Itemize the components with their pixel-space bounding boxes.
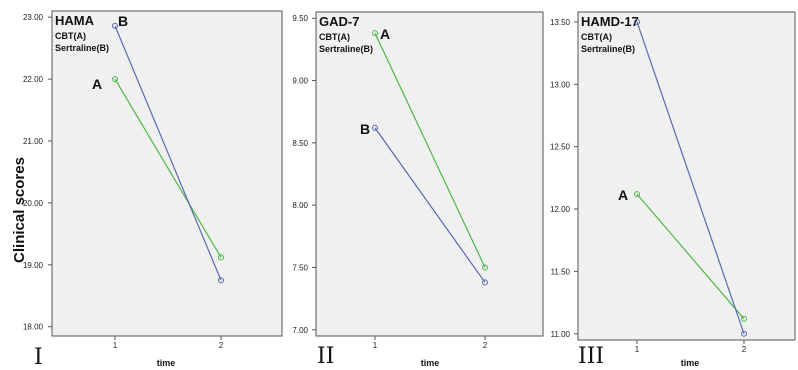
legend-entry: CBT(A) — [55, 31, 86, 41]
legend-entry: Sertraline(B) — [581, 44, 635, 54]
series-line-B — [636, 21, 745, 334]
x-tick-label: 2 — [742, 345, 747, 354]
series-line-A — [636, 193, 745, 320]
x-tick-label: 2 — [483, 341, 488, 350]
y-tick-label: 19.00 — [23, 261, 44, 270]
y-tick-label: 23.00 — [23, 13, 44, 22]
series-line-B — [374, 127, 486, 283]
data-point-A — [634, 191, 640, 198]
y-tick-label: 7.00 — [292, 326, 308, 335]
y-tick-label: 12.00 — [550, 205, 571, 214]
data-point-B — [634, 18, 640, 25]
data-point-B — [112, 22, 118, 29]
chart-panel-1: 18.00 19.00 20.00 21.00 22.00 23.00 1 2 HAMA CBT(… — [23, 10, 283, 370]
x-tick-label: 1 — [113, 341, 118, 350]
data-point-B — [482, 279, 488, 286]
panel-title: GAD-7 — [319, 14, 359, 29]
legend-entry: CBT(A) — [581, 32, 612, 42]
panel-roman-label: III — [578, 344, 604, 369]
y-tick-label: 13.50 — [550, 18, 571, 27]
series-label-A: A — [92, 76, 102, 92]
series-line-A — [114, 78, 222, 258]
series-label-A: A — [618, 187, 628, 203]
legend-entry: Sertraline(B) — [55, 43, 109, 53]
panel-title: HAMD-17 — [581, 14, 639, 29]
series-line-A — [374, 32, 486, 268]
y-axis-label: Clinical scores — [11, 157, 28, 263]
series-label-B: B — [360, 121, 370, 137]
y-tick-label: 20.00 — [23, 199, 44, 208]
data-point-A — [218, 254, 224, 261]
series-label-B: B — [118, 13, 128, 29]
y-tick-label: 8.00 — [292, 201, 308, 210]
data-point-B — [372, 124, 378, 131]
y-tick-label: 7.50 — [292, 263, 308, 272]
y-tick-label: 11.00 — [551, 330, 571, 339]
y-tick-label: 18.00 — [23, 323, 44, 332]
panel-roman-label: II — [317, 344, 334, 369]
plot-area — [315, 11, 544, 337]
x-tick-label: 2 — [219, 341, 224, 350]
y-tick-label: 11.50 — [551, 267, 571, 276]
data-point-B — [741, 330, 747, 337]
x-tick-label: 1 — [635, 345, 640, 354]
data-point-A — [482, 264, 488, 271]
y-tick-label: 22.00 — [23, 75, 44, 84]
data-point-B — [218, 277, 224, 284]
plot-area — [577, 11, 796, 341]
x-axis-label: time — [157, 358, 176, 368]
x-axis-label: time — [421, 358, 440, 368]
data-point-A — [112, 76, 118, 83]
x-tick-label: 1 — [373, 341, 378, 350]
y-tick-label: 13.00 — [550, 80, 571, 89]
y-tick-label: 9.00 — [292, 77, 308, 86]
panel-roman-label: I — [34, 345, 43, 370]
x-axis-label: time — [681, 358, 700, 368]
y-tick-label: 21.00 — [23, 137, 44, 146]
plot-area — [51, 10, 283, 337]
series-line-B — [114, 25, 222, 281]
legend-entry: CBT(A) — [319, 32, 350, 42]
legend-entry: Sertraline(B) — [319, 44, 373, 54]
y-tick-label: 12.50 — [550, 143, 571, 152]
y-tick-label: 8.50 — [292, 139, 308, 148]
chart-panel-3: 11.00 11.50 12.00 12.50 13.00 13.50 1 2 HAMD-17 C… — [550, 11, 796, 369]
panel-title: HAMA — [55, 13, 95, 28]
series-label-A: A — [380, 26, 390, 42]
data-point-A — [372, 30, 378, 37]
data-point-A — [741, 315, 747, 322]
y-tick-label: 9.50 — [292, 14, 308, 23]
chart-panel-2: 7.00 7.50 8.00 8.50 9.00 9.50 1 2 GAD-7 CBT(A) Ser… — [292, 11, 544, 369]
